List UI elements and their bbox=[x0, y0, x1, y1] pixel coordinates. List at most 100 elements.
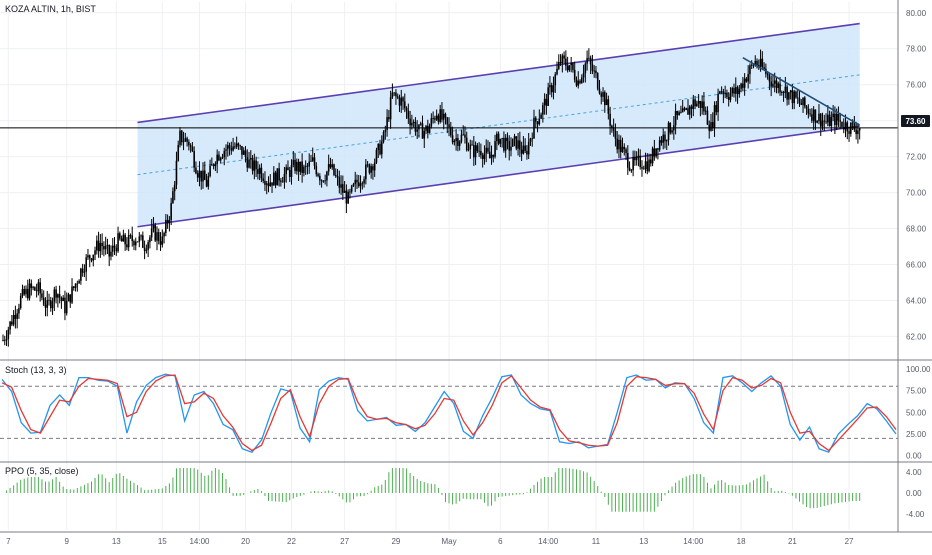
candle-body bbox=[674, 110, 677, 126]
candle-body bbox=[228, 145, 231, 148]
candle-body bbox=[667, 122, 670, 140]
candle-body bbox=[127, 235, 130, 248]
candle-body bbox=[430, 118, 433, 127]
candle-body bbox=[481, 155, 484, 160]
candle-body bbox=[281, 181, 284, 183]
candle-body bbox=[103, 246, 105, 250]
candle-body bbox=[412, 121, 415, 123]
candle-body bbox=[853, 123, 856, 130]
candle-body bbox=[471, 144, 473, 146]
candle-body bbox=[591, 64, 594, 71]
candle-body bbox=[605, 99, 608, 106]
candle-body bbox=[851, 122, 854, 124]
stochastic-pane bbox=[0, 373, 898, 453]
candle-body bbox=[616, 138, 618, 150]
candle-body bbox=[680, 112, 682, 114]
candle-body bbox=[497, 133, 500, 144]
candle-body bbox=[170, 203, 172, 220]
candle-body bbox=[789, 90, 792, 93]
candle-body bbox=[251, 158, 254, 171]
candle-body bbox=[166, 219, 169, 224]
candle-body bbox=[212, 164, 215, 167]
candle-body bbox=[294, 159, 296, 171]
candle-body bbox=[637, 155, 640, 157]
candle-body bbox=[262, 178, 264, 181]
time-tick-label: 13 bbox=[112, 537, 121, 546]
candle-body bbox=[260, 167, 263, 179]
candle-body bbox=[823, 120, 826, 122]
candle-body bbox=[74, 283, 77, 288]
candle-body bbox=[782, 92, 785, 93]
candle-body bbox=[526, 150, 528, 155]
candle-body bbox=[740, 83, 742, 89]
candle-body bbox=[223, 150, 226, 158]
candle-body bbox=[90, 258, 93, 261]
candle-body bbox=[796, 97, 799, 99]
candle-body bbox=[515, 136, 518, 149]
candle-body bbox=[19, 295, 22, 309]
candle-body bbox=[816, 121, 818, 123]
candle-body bbox=[172, 191, 174, 204]
candle-body bbox=[419, 123, 422, 125]
candle-body bbox=[313, 157, 316, 166]
candle-body bbox=[531, 138, 534, 140]
candle-body bbox=[370, 166, 372, 173]
candle-body bbox=[759, 58, 762, 67]
price-tag-label: 73.60 bbox=[905, 117, 926, 126]
candle-body bbox=[580, 77, 583, 84]
candle-body bbox=[595, 70, 597, 74]
candle-body bbox=[766, 73, 769, 75]
candle-body bbox=[710, 122, 712, 131]
candle-body bbox=[12, 314, 15, 325]
candle-body bbox=[133, 241, 135, 246]
candle-body bbox=[791, 90, 794, 104]
candle-body bbox=[26, 288, 29, 299]
candle-body bbox=[552, 85, 555, 93]
candle-body bbox=[18, 308, 20, 314]
time-tick-label: 18 bbox=[737, 537, 746, 546]
candle-body bbox=[657, 148, 659, 150]
price-tick-label: 78.00 bbox=[906, 45, 927, 54]
candle-body bbox=[126, 244, 128, 248]
candle-body bbox=[395, 92, 397, 97]
candle-body bbox=[352, 184, 355, 186]
candle-body bbox=[828, 114, 831, 126]
time-tick-label: 29 bbox=[391, 537, 400, 546]
candle-body bbox=[557, 61, 560, 69]
candle-body bbox=[96, 240, 98, 251]
candle-body bbox=[380, 141, 383, 155]
candle-body bbox=[488, 151, 491, 159]
candle-body bbox=[839, 120, 842, 122]
candle-body bbox=[189, 145, 192, 147]
candle-body bbox=[25, 288, 27, 295]
candle-body bbox=[218, 154, 220, 161]
candle-body bbox=[398, 97, 401, 106]
candle-body bbox=[48, 300, 50, 301]
candle-body bbox=[416, 129, 418, 132]
candle-body bbox=[306, 165, 309, 167]
time-tick-label: 22 bbox=[287, 537, 296, 546]
candle-body bbox=[193, 151, 195, 168]
candle-body bbox=[821, 120, 824, 127]
candle-body bbox=[285, 167, 287, 174]
price-tick-label: 62.00 bbox=[906, 332, 927, 341]
candle-body bbox=[409, 118, 411, 126]
candle-body bbox=[361, 183, 364, 185]
candle-body bbox=[529, 138, 532, 142]
candle-body bbox=[734, 87, 737, 94]
candle-body bbox=[46, 300, 49, 308]
candle-body bbox=[458, 141, 461, 146]
candle-body bbox=[184, 138, 187, 142]
candle-body bbox=[150, 228, 153, 238]
candle-body bbox=[283, 173, 286, 182]
candle-body bbox=[588, 57, 590, 59]
candle-body bbox=[499, 138, 502, 144]
candle-body bbox=[593, 70, 595, 72]
candle-body bbox=[373, 162, 376, 171]
candle-body bbox=[71, 286, 73, 303]
candle-body bbox=[538, 118, 541, 125]
candle-body bbox=[142, 235, 144, 248]
candle-body bbox=[825, 121, 827, 123]
